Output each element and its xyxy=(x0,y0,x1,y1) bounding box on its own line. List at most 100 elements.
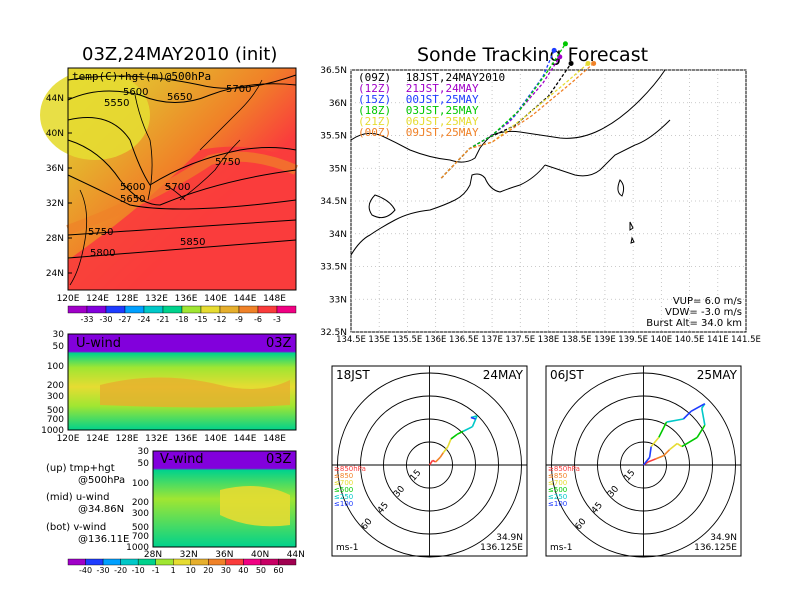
vwind-colorbar-cell xyxy=(208,558,227,566)
track-lines xyxy=(440,41,597,179)
param-burst-alt: Burst Alt= 34.0 km xyxy=(646,318,742,329)
map500-contour-label: 5700 xyxy=(226,84,251,95)
vwind-colorbar-cell xyxy=(190,558,209,566)
hodograph-segment xyxy=(669,442,678,451)
map500-colorbar-cell xyxy=(276,305,297,314)
hodograph-segment xyxy=(681,436,698,448)
launch-legend-row: (15Z) 00JST,25MAY xyxy=(358,94,505,105)
uwind-y-tick: 300 xyxy=(47,392,64,402)
polar-time: 06JST xyxy=(550,368,584,382)
hodograph-segment xyxy=(447,438,452,447)
hodograph-segment xyxy=(696,424,706,438)
uwind-y-tick: 500 xyxy=(47,406,64,416)
track-map-frame xyxy=(350,69,747,333)
hodograph-segment xyxy=(648,446,652,458)
track-line xyxy=(440,56,561,179)
vwind-colorbar-label: -40 xyxy=(79,566,92,575)
uwind-label: U-wind xyxy=(76,336,121,351)
track-endpoint xyxy=(551,47,557,53)
track-lat-tick: 34N xyxy=(329,230,347,240)
vwind-y-tick: 500 xyxy=(132,523,149,533)
legend-up-line2: @500hPa xyxy=(78,475,126,486)
map500-colorbar-cell xyxy=(105,305,126,314)
uwind-y-tick: 700 xyxy=(47,415,64,425)
vwind-lat-ticks: 28N 32N 36N 40N 44N xyxy=(144,550,305,560)
track-lon-tick: 135.5E xyxy=(393,335,423,345)
legend-up: (up) tmp+hgt @500hPa xyxy=(46,463,125,487)
param-vup: VUP= 6.0 m/s xyxy=(672,296,742,307)
vwind-colorbar-label: -20 xyxy=(114,566,127,575)
vwind-y-tick: 50 xyxy=(138,459,150,469)
map500-contour-label: 5550 xyxy=(104,98,129,109)
track-lon-tick: 141E xyxy=(707,335,729,345)
launch-time: 18JST,24MAY2010 xyxy=(399,71,506,84)
vwind-colorbar-cell xyxy=(225,558,244,566)
map500-colorbar-label: -30 xyxy=(99,315,112,324)
hodograph-segment xyxy=(650,436,660,448)
right-title: Sonde Tracking Forecast xyxy=(417,44,649,66)
track-line xyxy=(440,43,566,179)
map500-colorbar-cell xyxy=(181,305,202,314)
uwind-y-tick: 30 xyxy=(53,330,65,340)
launch-time: 00JST,25MAY xyxy=(399,93,479,106)
map500-lon-tick: 148E xyxy=(263,294,286,304)
vwind-colorbar-label: 30 xyxy=(221,566,231,575)
map500-contour-label: 5750 xyxy=(88,227,113,238)
vwind-colorbar-label: -10 xyxy=(132,566,145,575)
vwind-lat-tick: 36N xyxy=(215,550,233,560)
vwind-lat-tick: 40N xyxy=(251,550,269,560)
uwind-lon-tick: 144E xyxy=(234,434,257,444)
vwind-colorbar-cell xyxy=(67,558,86,566)
vwind-colorbar-label: -30 xyxy=(97,566,110,575)
map500-lat-tick: 28N xyxy=(46,234,64,244)
map500-colorbar-cell xyxy=(124,305,145,314)
launch-tag: (00Z) xyxy=(358,126,392,139)
track-lon-tick: 136.5E xyxy=(449,335,479,345)
map500-lon-ticks: 120E 124E 128E 132E 136E 140E 144E 148E xyxy=(57,294,287,304)
map500-contour-label: 5800 xyxy=(90,248,115,259)
map500-colorbar-label: -15 xyxy=(194,315,207,324)
track-lat-tick: 36.5N xyxy=(320,66,347,76)
launch-tag: (09Z) xyxy=(358,71,392,84)
vwind-colorbar-cell xyxy=(137,558,156,566)
polar-lat: 34.9N xyxy=(496,533,523,543)
polar-level-label: ≤100 xyxy=(334,500,353,508)
polar-date: 24MAY xyxy=(483,368,524,382)
uwind-lon-tick: 132E xyxy=(145,434,168,444)
launch-legend-row: (18Z) 03JST,25MAY xyxy=(358,105,505,116)
map500-colorbar-label: -33 xyxy=(80,315,93,324)
map500-contour-label: 5650 xyxy=(167,92,192,103)
uwind-y-tick: 200 xyxy=(47,381,64,391)
vwind-colorbar-label: 1 xyxy=(171,566,176,575)
map500-colorbar-cell xyxy=(238,305,259,314)
map500-lon-tick: 136E xyxy=(175,294,198,304)
polar-level-label: ≤250 xyxy=(548,493,567,501)
vwind-colorbar-cell xyxy=(120,558,139,566)
polar-level-label: ≤500 xyxy=(334,486,353,494)
vwind-colorbar-label: 10 xyxy=(186,566,196,575)
hodograph-segment xyxy=(655,455,664,460)
track-params: VUP= 6.0 m/s VDW= -3.0 m/s Burst Alt= 34… xyxy=(612,296,742,329)
polar-date: 25MAY xyxy=(697,368,738,382)
map500-colorbar-cell xyxy=(67,305,88,314)
legend-mid: (mid) u-wind @34.86N xyxy=(46,492,124,516)
track-lon-tick: 139E xyxy=(594,335,616,345)
vwind-colorbar-label: 40 xyxy=(238,566,248,575)
vwind-colorbar-cell xyxy=(260,558,279,566)
vwind-colorbar-label: 50 xyxy=(256,566,266,575)
track-endpoint xyxy=(591,60,597,66)
vwind-y-tick: 700 xyxy=(132,532,149,542)
hodograph-segment xyxy=(682,410,692,420)
polar-unit: ms-1 xyxy=(550,543,572,553)
polar-level-label: ≥850hPa xyxy=(548,465,580,473)
legend-mid-line1: (mid) u-wind xyxy=(46,492,110,503)
track-lon-tick: 138E xyxy=(538,335,560,345)
track-lon-tick: 137E xyxy=(481,335,503,345)
map500-lon-tick: 124E xyxy=(86,294,109,304)
vwind-time: 03Z xyxy=(266,452,292,467)
legend-up-line1: (up) tmp+hgt xyxy=(46,463,115,474)
polar-level-label: ≤700 xyxy=(334,479,353,487)
